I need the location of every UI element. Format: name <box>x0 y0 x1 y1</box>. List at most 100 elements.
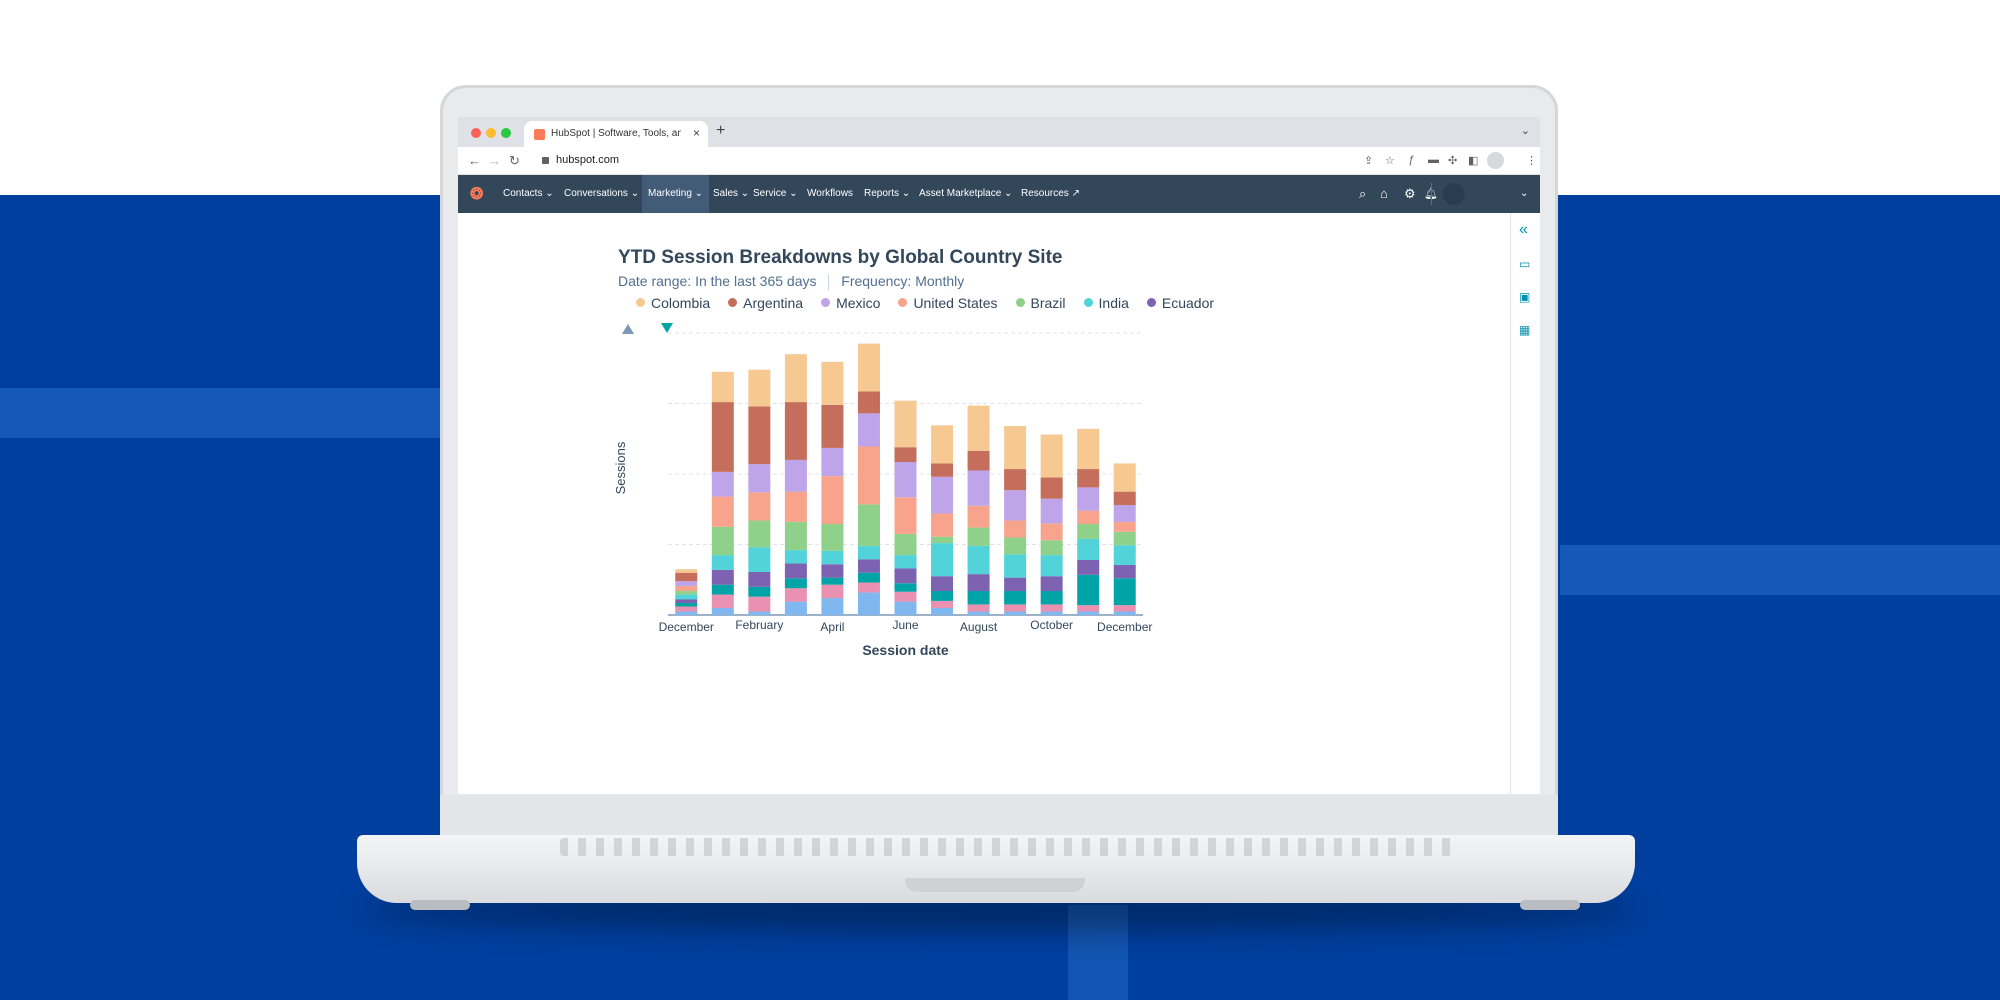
bar-segment[interactable] <box>967 470 990 506</box>
bar-segment[interactable] <box>1004 469 1027 491</box>
bar-segment[interactable] <box>857 559 880 573</box>
frequency-value[interactable]: Monthly <box>915 273 965 289</box>
bar-segment[interactable] <box>711 607 734 615</box>
bar-segment[interactable] <box>1004 537 1027 555</box>
reload-icon[interactable]: ↻ <box>509 153 520 168</box>
bar-segment[interactable] <box>748 571 771 587</box>
bar-stack[interactable] <box>967 405 990 615</box>
bar-segment[interactable] <box>821 404 844 448</box>
window-close-button[interactable] <box>471 128 481 138</box>
notifications-bell-icon[interactable]: 🔔︎ <box>1424 187 1438 200</box>
bar-segment[interactable] <box>711 569 734 585</box>
bar-segment[interactable] <box>1113 531 1136 546</box>
bar-segment[interactable] <box>894 601 917 615</box>
nav-contacts[interactable]: Contacts ⌄ <box>503 188 554 199</box>
tab-close-icon[interactable]: × <box>692 126 700 140</box>
bar-segment[interactable] <box>711 584 734 595</box>
bar-segment[interactable] <box>748 611 771 615</box>
legend-item[interactable]: Brazil <box>1015 295 1066 311</box>
bar-segment[interactable] <box>748 520 771 548</box>
collapse-double-chevron-icon[interactable]: « <box>1519 221 1528 238</box>
bar-stack[interactable] <box>1113 463 1136 615</box>
bar-segment[interactable] <box>1040 477 1063 499</box>
bar-segment[interactable] <box>894 497 917 534</box>
bar-stack[interactable] <box>857 343 880 615</box>
nav-workflows[interactable]: Workflows <box>807 188 853 199</box>
account-avatar[interactable] <box>1443 183 1465 205</box>
bar-segment[interactable] <box>821 476 844 525</box>
account-chevron-down-icon[interactable]: ⌄ <box>1520 188 1529 199</box>
window-minimize-button[interactable] <box>486 128 496 138</box>
bar-segment[interactable] <box>857 582 880 593</box>
bar-segment[interactable] <box>784 601 807 615</box>
bar-segment[interactable] <box>1113 605 1136 612</box>
bar-segment[interactable] <box>857 391 880 414</box>
bar-segment[interactable] <box>967 545 990 575</box>
bar-segment[interactable] <box>1040 434 1063 478</box>
window-icon[interactable]: ▣ <box>1519 290 1531 304</box>
bar-segment[interactable] <box>1004 426 1027 470</box>
bar-segment[interactable] <box>931 513 954 537</box>
bar-segment[interactable] <box>711 526 734 556</box>
bar-segment[interactable] <box>1113 521 1136 532</box>
bar-segment[interactable] <box>675 569 698 573</box>
bar-stack[interactable] <box>784 354 807 615</box>
search-icon[interactable]: ⌕ <box>1359 186 1367 201</box>
new-tab-button[interactable]: + <box>716 122 726 139</box>
profile-avatar[interactable] <box>1487 152 1504 169</box>
bar-segment[interactable] <box>894 462 917 498</box>
bar-segment[interactable] <box>1004 604 1027 612</box>
bar-segment[interactable] <box>784 588 807 602</box>
bar-segment[interactable] <box>748 464 771 493</box>
bar-stack[interactable] <box>675 569 698 615</box>
bar-segment[interactable] <box>1113 611 1136 615</box>
bar-stack[interactable] <box>894 400 917 615</box>
bar-segment[interactable] <box>967 405 990 451</box>
legend-item[interactable]: Mexico <box>821 295 880 311</box>
bar-segment[interactable] <box>821 447 844 477</box>
bar-segment[interactable] <box>1040 576 1063 592</box>
bar-segment[interactable] <box>675 594 698 600</box>
extension-icon[interactable]: ▬ <box>1428 154 1439 166</box>
nav-reports[interactable]: Reports ⌄ <box>864 188 911 199</box>
bar-segment[interactable] <box>967 450 990 471</box>
nav-resources[interactable]: Resources ↗ <box>1021 188 1080 199</box>
nav-marketing[interactable]: Marketing ⌄ <box>642 175 710 213</box>
calendar-icon[interactable]: ▦ <box>1519 323 1531 337</box>
bar-segment[interactable] <box>748 492 771 521</box>
bar-segment[interactable] <box>784 550 807 564</box>
bar-segment[interactable] <box>894 555 917 569</box>
bar-segment[interactable] <box>931 476 954 514</box>
bar-segment[interactable] <box>784 578 807 589</box>
bar-segment[interactable] <box>857 545 880 560</box>
nav-asset-marketplace[interactable]: Asset Marketplace ⌄ <box>919 188 1013 199</box>
bar-segment[interactable] <box>931 607 954 615</box>
tab-search-chevron-icon[interactable]: ⌄ <box>1520 125 1530 137</box>
bar-stack[interactable] <box>1077 428 1100 615</box>
bar-segment[interactable] <box>784 402 807 460</box>
bar-segment[interactable] <box>748 586 771 597</box>
bar-segment[interactable] <box>821 524 844 551</box>
bar-segment[interactable] <box>675 603 698 607</box>
bar-segment[interactable] <box>784 521 807 551</box>
bar-segment[interactable] <box>931 543 954 577</box>
bar-segment[interactable] <box>1004 611 1027 615</box>
bar-segment[interactable] <box>821 584 844 599</box>
address-bar[interactable]: hubspot.com <box>556 154 619 166</box>
nav-conversations[interactable]: Conversations ⌄ <box>564 188 640 199</box>
bar-segment[interactable] <box>711 496 734 527</box>
bar-segment[interactable] <box>1040 523 1063 541</box>
settings-gear-icon[interactable]: ⚙ <box>1404 186 1416 201</box>
bar-segment[interactable] <box>1004 554 1027 578</box>
bar-segment[interactable] <box>675 586 698 592</box>
bar-segment[interactable] <box>1077 487 1100 511</box>
back-arrow-icon[interactable]: ← <box>468 153 481 168</box>
bar-segment[interactable] <box>821 550 844 565</box>
marketplace-icon[interactable]: ⌂ <box>1380 186 1388 201</box>
bar-segment[interactable] <box>784 563 807 579</box>
star-icon[interactable]: ☆ <box>1385 155 1395 167</box>
bar-segment[interactable] <box>894 447 917 463</box>
bar-segment[interactable] <box>894 583 917 592</box>
legend-scroll-down-icon[interactable] <box>661 323 673 333</box>
bar-segment[interactable] <box>675 611 698 615</box>
